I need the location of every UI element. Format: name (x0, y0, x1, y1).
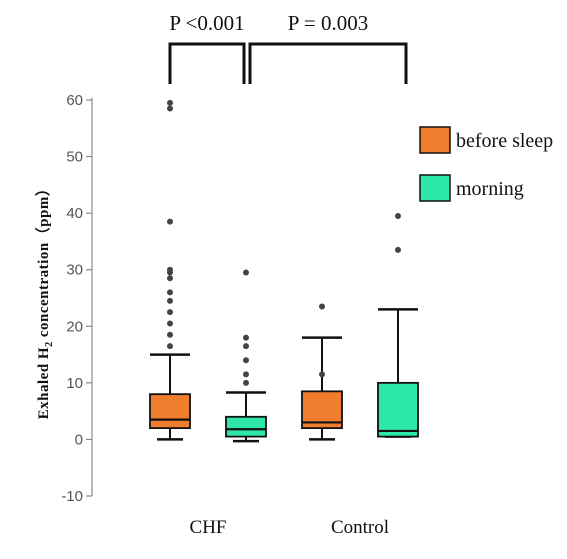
p-value-label: P = 0.003 (288, 11, 369, 35)
x-category-label: CHF (190, 517, 227, 538)
legend-label: morning (456, 178, 524, 200)
outlier-point (167, 343, 173, 350)
y-tick-label: 60 (66, 92, 83, 109)
box-chf-morning (225, 269, 267, 443)
legend-label: before sleep (456, 130, 553, 152)
outlier-point (167, 99, 173, 106)
outlier-point (395, 212, 401, 219)
outlier-point (243, 357, 249, 364)
legend-swatch (419, 174, 451, 202)
y-tick-label: 40 (66, 205, 83, 222)
outlier-point (167, 218, 173, 225)
x-axis-labels: CHF Control (190, 517, 390, 538)
y-tick-label: 50 (66, 149, 83, 166)
significance-bracket (168, 42, 246, 84)
p-value-label: P <0.001 (169, 11, 244, 35)
outlier-point (167, 266, 173, 273)
outlier-point (243, 379, 249, 386)
outlier-point (167, 320, 173, 327)
legend-swatch (419, 126, 451, 154)
y-tick-label: 20 (66, 318, 83, 335)
box-control-morning (377, 212, 419, 438)
outlier-point (167, 331, 173, 338)
x-category-label: Control (331, 517, 389, 538)
outlier-point (167, 297, 173, 304)
box-chf-before-sleep (149, 99, 191, 441)
y-tick-label: 0 (75, 431, 83, 448)
outlier-point (243, 269, 249, 276)
box-iqr (377, 381, 419, 438)
y-tick-label: -10 (61, 488, 83, 505)
outlier-point (167, 105, 173, 112)
significance-brackets: P <0.001 P = 0.003 (168, 11, 408, 84)
outlier-point (243, 334, 249, 341)
outlier-point (319, 371, 325, 378)
outlier-point (395, 246, 401, 253)
outlier-point (243, 343, 249, 350)
outlier-point (167, 309, 173, 316)
box-plots (149, 99, 419, 443)
y-axis-title: Exhaled H2 concentration（ppm） (34, 181, 55, 420)
box-iqr (225, 415, 267, 438)
outlier-point (167, 289, 173, 296)
significance-bracket (248, 42, 408, 84)
outlier-point (319, 303, 325, 310)
box-control-before-sleep (301, 303, 343, 441)
box-iqr (149, 393, 191, 430)
legend: before sleep morning (419, 126, 553, 202)
outlier-point (167, 275, 173, 282)
outlier-point (243, 371, 249, 378)
y-axis: -10 0 10 20 30 40 50 60 (61, 92, 93, 505)
y-tick-label: 30 (66, 262, 83, 279)
y-tick-label: 10 (66, 375, 83, 392)
